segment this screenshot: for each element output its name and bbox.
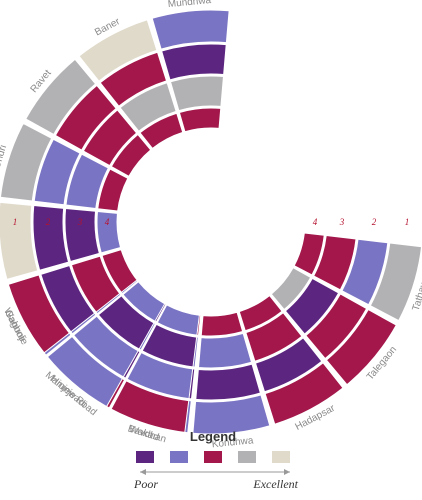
rating-cell [0,201,39,280]
rating-cell [119,82,177,132]
rating-cell [156,304,200,336]
rating-cell [70,255,121,313]
sector-ravet [25,58,152,177]
ring-number-left: 3 [77,217,83,227]
sector-tathawade [293,232,422,322]
rating-cell [270,267,312,311]
rating-cell [178,107,222,133]
rating-cell [0,122,53,202]
rating-cell [264,362,344,425]
rating-cell [96,210,122,254]
sector-undri [0,122,129,212]
sector-hinjewadi [46,281,166,408]
rating-cell [341,238,389,306]
rating-cell [101,249,138,294]
rating-cell [99,51,168,107]
rating-cell [245,312,303,362]
legend-swatches [136,451,290,463]
ring-number-right: 3 [339,217,345,227]
rating-cell [192,394,271,435]
legend: Legend Poor Excellent [133,429,299,491]
ring-number-right: 4 [313,217,318,227]
location-label: Kondhwa [211,435,254,450]
rating-cell [195,363,261,401]
rating-cell [126,351,194,400]
location-label: Undri [0,144,9,170]
rating-cell [151,9,230,50]
location-label: Tathawade [411,262,422,312]
sector-layer [0,9,422,435]
rating-cell [110,380,190,433]
rating-cell [200,311,244,337]
legend-scale-arrow [140,469,290,475]
rating-cell [284,277,340,335]
legend-swatch [136,451,154,463]
rating-cell [293,232,325,276]
legend-swatch [272,451,290,463]
rating-cell [110,133,152,177]
rating-cell [97,295,155,350]
rating-cell [7,274,71,354]
legend-swatch [204,451,222,463]
ring-number-left: 2 [46,217,51,227]
rating-cell [32,205,70,271]
rating-cell [122,281,166,322]
ring-number-left: 4 [105,217,110,227]
ring-number-left: 1 [13,217,18,227]
sector-kharadi [0,201,122,280]
legend-swatch [170,451,188,463]
rating-cell [238,294,283,332]
rating-cell [313,234,357,291]
rating-cell [46,335,124,408]
rating-cell [169,75,225,112]
rating-cell [72,315,139,378]
sector-hadapsar [238,294,344,425]
sector-baner [78,19,184,150]
legend-title: Legend [190,429,236,444]
rating-cell [54,84,117,151]
rating-cell [161,43,227,81]
ring-number-labels: 1 1 2 2 3 3 4 4 [13,217,410,227]
rating-cell [33,138,81,206]
sector-talegaon [270,267,397,386]
sector-kondhwa [192,311,271,435]
rating-cell [82,109,138,167]
rating-cell [25,58,97,136]
ring-number-right: 2 [372,217,377,227]
legend-high-label: Excellent [252,477,298,491]
rating-cell [40,264,96,333]
rating-cell [197,332,253,369]
sector-mundhwa [151,9,230,133]
sector-wakad [110,304,200,433]
rating-cell [97,168,129,212]
legend-swatch [238,451,256,463]
rating-cell [254,337,323,393]
rating-cell [325,308,397,386]
rating-cell [64,207,100,263]
sector-wagholi [7,249,138,354]
rating-cell [305,293,368,360]
rating-cell [141,323,198,368]
rating-cell [139,112,184,150]
ring-number-right: 1 [405,217,410,227]
rating-cell [65,153,109,210]
location-label: Mundhwa [167,0,212,10]
rating-cell [78,19,158,82]
legend-low-label: Poor [133,477,158,491]
rating-cell [369,242,422,322]
